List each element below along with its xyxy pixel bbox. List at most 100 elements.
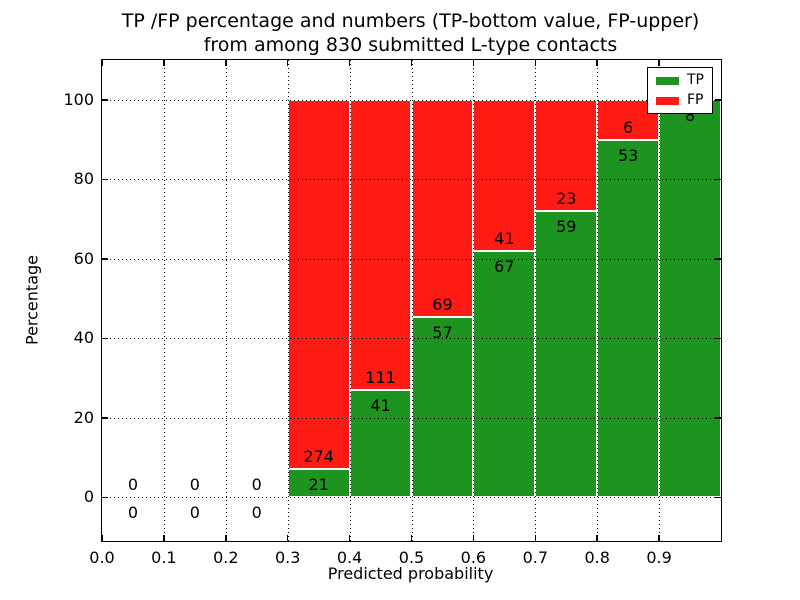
x-tick-bottom: [163, 535, 165, 541]
chart-title-line2: from among 830 submitted L-type contacts: [203, 34, 618, 56]
y-tick-right: [715, 99, 721, 101]
x-tick-top: [596, 60, 598, 66]
bars-layer: [102, 60, 721, 541]
x-tick-label: 0.9: [646, 548, 672, 567]
x-tick-label: 0.6: [460, 548, 487, 567]
y-tick-right: [715, 258, 721, 260]
x-gridline: [597, 60, 599, 541]
y-tick-label: 100: [63, 89, 94, 109]
legend-item-tp: TP: [656, 73, 704, 88]
x-tick-label: 0.3: [274, 548, 301, 567]
fp-count-label: 0: [251, 475, 262, 495]
x-tick-top: [534, 60, 537, 66]
tp-count-label: 8: [684, 105, 696, 125]
x-tick-bottom: [286, 535, 289, 541]
y-tick-left: [102, 258, 108, 260]
x-tick-top: [163, 60, 165, 66]
x-gridline: [473, 60, 475, 541]
x-tick-label: 0.4: [336, 548, 363, 567]
legend-item-fp: FP: [656, 93, 704, 108]
x-tick-label: 0.0: [89, 548, 115, 567]
x-gridline: [225, 60, 227, 541]
fp-count-label: 274: [303, 446, 334, 466]
x-gridline: [411, 60, 413, 541]
legend-label-fp: FP: [687, 92, 704, 108]
y-tick-label: 40: [73, 328, 94, 348]
ticks-layer: [101, 60, 721, 541]
tp-count-label: 0: [251, 503, 262, 523]
bar-labels-layer: 000000274211114169574167235965308: [102, 60, 721, 541]
x-tick-top: [658, 60, 660, 66]
y-tick-label: 0: [83, 487, 94, 507]
legend-label-tp: TP: [687, 72, 704, 88]
tp-color-swatch: [656, 76, 679, 85]
tp-count-label: 0: [127, 503, 139, 523]
grid-layer: [102, 60, 721, 541]
x-tick-bottom: [348, 535, 351, 541]
tp-bar-segment: [287, 468, 350, 498]
fp-count-label: 0: [189, 475, 200, 495]
y-tick-left: [102, 178, 108, 181]
tp-count-label: 59: [556, 217, 577, 237]
chart-title-line1: TP /FP percentage and numbers (TP-bottom…: [121, 10, 700, 32]
tp-count-label: 53: [617, 146, 639, 166]
fp-bar-segment: [349, 99, 412, 391]
x-tick-bottom: [596, 535, 598, 541]
x-tick-bottom: [225, 535, 227, 541]
fp-count-label: 41: [494, 228, 515, 248]
x-tick-bottom: [534, 535, 537, 541]
chart-title: TP /FP percentage and numbers (TP-bottom…: [101, 9, 720, 57]
tp-bar-segment: [597, 140, 660, 498]
y-tick-left: [102, 496, 108, 499]
y-tick-left: [102, 417, 108, 419]
fp-bar-segment: [287, 99, 350, 469]
x-tick-bottom: [472, 535, 475, 541]
fp-count-label: 6: [623, 118, 634, 138]
x-tick-top: [225, 60, 227, 66]
fp-color-swatch: [656, 96, 679, 105]
y-tick-left: [102, 337, 108, 340]
x-tick-top: [348, 60, 351, 66]
fp-count-label: 111: [365, 368, 396, 388]
tp-count-label: 41: [370, 396, 391, 416]
tp-count-label: 67: [494, 256, 515, 276]
legend: TP FP: [647, 67, 713, 114]
y-axis-label: Percentage: [22, 254, 42, 346]
y-tick-right: [715, 417, 721, 419]
y-tick-label: 60: [73, 248, 94, 268]
x-tick-label: 0.1: [151, 548, 177, 567]
y-tick-right: [715, 496, 721, 499]
y-tick-left: [102, 99, 108, 101]
x-tick-bottom: [410, 535, 413, 541]
x-tick-bottom: [658, 535, 660, 541]
x-tick-label: 0.8: [584, 548, 610, 567]
x-tick-top: [286, 60, 289, 66]
x-tick-label: 0.7: [522, 548, 549, 567]
y-tick-right: [715, 337, 721, 340]
x-axis-label: Predicted probability: [327, 564, 494, 583]
tp-count-label: 57: [432, 323, 453, 343]
x-gridline: [659, 60, 661, 541]
y-tick-right: [715, 178, 721, 181]
x-tick-bottom: [101, 535, 103, 541]
x-tick-label: 0.5: [398, 548, 425, 567]
fp-count-label: 0: [127, 475, 139, 495]
plot-area: 000000274211114169574167235965308 TP FP …: [63, 59, 722, 567]
fp-bar-segment: [411, 99, 474, 318]
fp-count-label: 23: [556, 189, 577, 209]
x-tick-top: [472, 60, 475, 66]
fp-count-label: 69: [432, 295, 453, 315]
y-tick-label: 80: [73, 169, 94, 189]
y-tick-label: 20: [73, 407, 94, 427]
x-tick-label: 0.2: [213, 548, 239, 567]
x-tick-top: [101, 60, 103, 66]
x-gridline: [287, 60, 289, 541]
x-gridline: [349, 60, 351, 541]
x-tick-top: [410, 60, 413, 66]
x-gridline: [535, 60, 537, 541]
tp-count-label: 0: [189, 503, 200, 523]
tp-count-label: 21: [308, 474, 329, 494]
x-gridline: [163, 60, 165, 541]
fp-bar-segment: [535, 99, 598, 212]
